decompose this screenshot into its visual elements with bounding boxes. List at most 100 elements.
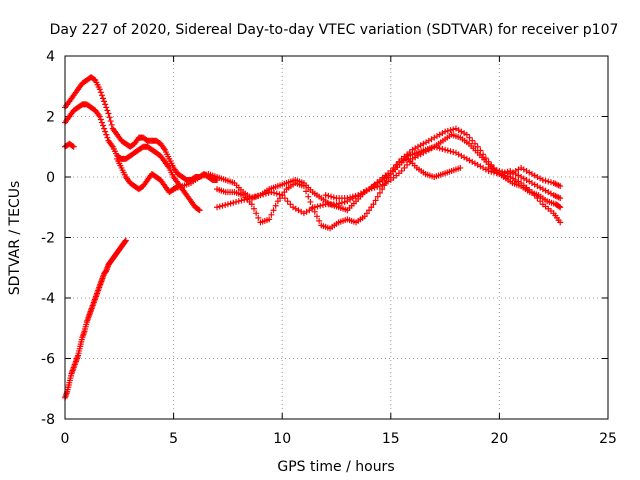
data-point [252, 193, 259, 200]
data-point [450, 126, 457, 133]
data-point [233, 198, 240, 205]
data-point [270, 207, 277, 214]
data-point [322, 192, 329, 199]
plot-area [62, 74, 564, 401]
data-point [466, 134, 473, 141]
data-point [433, 144, 440, 151]
data-point [303, 188, 310, 195]
data-point [488, 165, 495, 172]
data-point [102, 101, 109, 108]
data-point [104, 107, 111, 114]
data-point [96, 86, 103, 93]
data-point [222, 201, 229, 208]
data-point [248, 201, 255, 208]
series-track-h [214, 143, 564, 217]
data-point [255, 214, 262, 221]
data-point [431, 143, 438, 150]
data-point [528, 189, 535, 196]
data-point [106, 114, 113, 121]
data-point [246, 195, 253, 202]
data-point [281, 195, 288, 202]
data-point [372, 197, 379, 204]
data-point [305, 193, 312, 200]
data-point [474, 143, 481, 150]
data-point [547, 179, 554, 186]
data-point [284, 198, 291, 205]
data-point [274, 198, 281, 205]
data-point [480, 151, 487, 158]
data-point [105, 110, 112, 117]
data-point [457, 164, 464, 171]
axis-ticks [64, 55, 609, 420]
x-tick-label: 15 [382, 431, 400, 447]
data-point [238, 197, 245, 204]
y-axis-label: SDTVAR / TECUs [7, 181, 23, 296]
data-point [98, 92, 105, 99]
y-tick-label: -8 [41, 412, 55, 428]
data-point [404, 161, 411, 168]
data-point [122, 237, 129, 244]
data-point [224, 201, 231, 208]
data-point [537, 198, 544, 205]
data-point [406, 158, 413, 165]
data-point [557, 195, 564, 202]
data-point [249, 194, 256, 201]
data-point [347, 194, 354, 201]
data-point [268, 211, 275, 218]
data-point [96, 113, 103, 120]
data-point [101, 98, 108, 105]
data-point [471, 140, 478, 147]
data-point [447, 148, 454, 155]
data-point [273, 190, 280, 197]
data-point [444, 127, 451, 134]
data-point [485, 158, 492, 165]
data-point [482, 155, 489, 162]
data-point [501, 169, 508, 176]
x-axis-label: GPS time / hours [277, 459, 394, 475]
data-point [439, 146, 446, 153]
data-point [376, 189, 383, 196]
data-point [271, 189, 278, 196]
series-track-j [485, 164, 564, 190]
data-point [363, 210, 370, 217]
data-point [313, 213, 320, 220]
series-track-a [62, 74, 221, 184]
data-point [319, 201, 326, 208]
data-point [450, 149, 457, 156]
y-tick-label: 2 [46, 110, 55, 126]
data-point [276, 191, 283, 198]
y-tick-label: 4 [46, 49, 55, 65]
series-track-g [214, 155, 464, 232]
data-point [268, 189, 275, 196]
data-point [250, 205, 257, 212]
plot-frame [64, 55, 609, 420]
data-point [107, 118, 114, 125]
data-point [104, 134, 111, 141]
data-point [447, 127, 454, 134]
data-point [374, 193, 381, 200]
y-tick-label: 0 [46, 170, 55, 186]
data-point [534, 195, 541, 202]
data-point [477, 147, 484, 154]
data-point [314, 203, 321, 210]
y-tick-label: -6 [41, 352, 55, 368]
x-tick-label: 20 [490, 431, 508, 447]
y-tick-label: -2 [41, 231, 55, 247]
data-point [300, 183, 307, 190]
data-point [253, 210, 260, 217]
data-point [344, 195, 351, 202]
data-point [311, 204, 318, 211]
data-point [97, 89, 104, 96]
chart-title: Day 227 of 2020, Sidereal Day-to-day VTE… [50, 22, 619, 38]
data-point [398, 167, 405, 174]
data-point [257, 192, 264, 199]
data-point [390, 164, 397, 171]
data-point [241, 196, 248, 203]
data-point [485, 164, 492, 171]
data-point [102, 128, 109, 135]
data-point [279, 192, 286, 199]
grid-lines [65, 56, 608, 419]
data-point [216, 203, 223, 210]
data-point [272, 202, 279, 209]
